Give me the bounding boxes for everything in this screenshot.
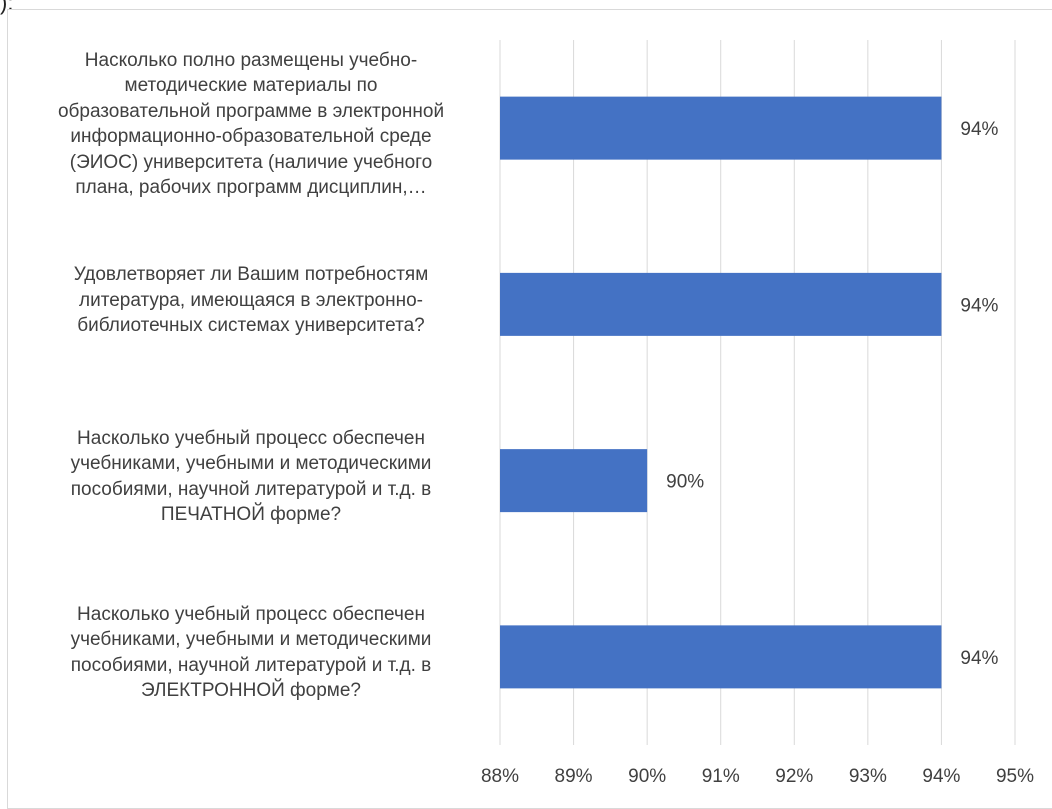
x-tick-label: 91% <box>702 766 740 787</box>
bar <box>500 96 942 160</box>
category-label: Насколько учебный процесс обеспечен учебн… <box>20 426 482 528</box>
category-label-line: учебниками, учебными и методическими <box>70 453 432 475</box>
bar <box>500 449 648 513</box>
x-axis-tick-labels: 88% 89% 90% 91% 92% 93% 94% 95% <box>481 766 1034 787</box>
x-tick-label: 95% <box>996 766 1034 787</box>
bars <box>500 96 942 689</box>
data-label: 90% <box>666 472 704 493</box>
category-label-line: учебниками, учебными и методическими <box>70 629 432 651</box>
category-label-line: Удовлетворяет ли Вашим потребностям <box>73 264 429 286</box>
stray-text-fragment: ): <box>0 0 14 15</box>
category-label-line: пособиями, научной литературой и т.д. в <box>70 478 432 500</box>
x-tick-label: 88% <box>481 766 519 787</box>
x-tick-label: 90% <box>628 766 666 787</box>
category-label-line: пособиями, научной литературой и т.д. в <box>70 654 432 676</box>
category-label: Удовлетворяет ли Вашим потребностям литер… <box>20 262 482 339</box>
category-label-line: ПЕЧАТНОЙ форме? <box>160 504 342 526</box>
category-label-line: образовательной программе в электронной <box>57 100 445 122</box>
data-labels: 94% 94% 90% 94% <box>666 119 998 669</box>
category-label-line: плана, рабочих программ дисциплин,… <box>75 177 427 199</box>
category-label: Насколько полно размещены учебно-методич… <box>20 48 482 201</box>
category-label-line: информационно-образовательной среде <box>70 126 432 148</box>
category-label-line: библиотечных системах университета? <box>77 315 425 337</box>
data-label: 94% <box>960 295 998 316</box>
category-label-line: Насколько учебный процесс обеспечен <box>77 603 425 625</box>
category-label-line: (ЭИОС) университета (наличие учебного <box>69 151 433 173</box>
x-tick-label: 89% <box>555 766 593 787</box>
bar <box>500 625 942 689</box>
category-label-line: ЭЛЕКТРОННОЙ форме? <box>141 680 361 702</box>
data-label: 94% <box>960 648 998 669</box>
category-label: Насколько учебный процесс обеспечен учебн… <box>20 602 482 704</box>
category-label-line: методические материалы по <box>124 75 378 97</box>
category-label-line: Насколько полно размещены учебно- <box>84 49 418 71</box>
data-label: 94% <box>960 119 998 140</box>
bar <box>500 272 942 336</box>
x-tick-label: 94% <box>922 766 960 787</box>
x-tick-label: 93% <box>849 766 887 787</box>
category-label-line: Насколько учебный процесс обеспечен <box>77 427 425 449</box>
category-label-line: литература, имеющаяся в электронно- <box>79 289 423 311</box>
x-tick-label: 92% <box>775 766 813 787</box>
